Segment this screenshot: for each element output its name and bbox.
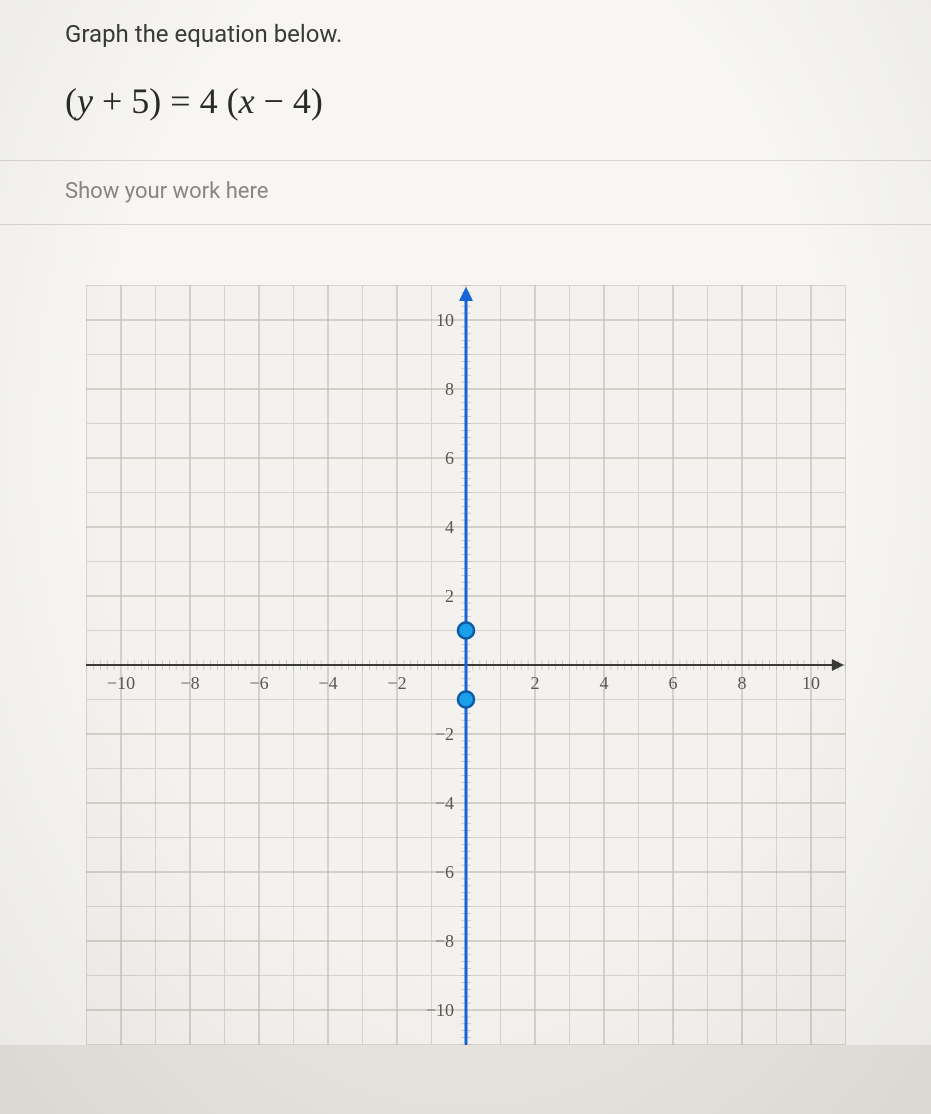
equation: (y + 5) = 4 (x − 4) [65, 76, 866, 136]
y-tick-label: −6 [434, 862, 453, 882]
x-tick-label: 8 [737, 673, 746, 693]
y-tick-label: −8 [434, 931, 453, 951]
graph-area[interactable]: −10 −8 −6 −4 −2 2 4 6 8 10 10 8 6 4 2 −2 −4 −6 −8 −10 [0, 225, 931, 1045]
x-tick-label: −6 [249, 673, 268, 693]
x-tick-label: −10 [106, 673, 134, 693]
question-section: Graph the equation below. (y + 5) = 4 (x… [0, 0, 931, 161]
y-tick-label: 8 [445, 379, 454, 399]
y-tick-label: 4 [445, 517, 454, 537]
y-tick-label: −10 [425, 1000, 453, 1020]
x-tick-label: 10 [802, 673, 820, 693]
x-tick-label: −8 [180, 673, 199, 693]
x-tick-label: 4 [599, 673, 608, 693]
y-tick-label: 10 [436, 310, 454, 330]
x-tick-label: 6 [668, 673, 677, 693]
prompt-text: Graph the equation below. [65, 20, 866, 48]
x-tick-label: −4 [318, 673, 337, 693]
x-tick-label: −2 [387, 673, 406, 693]
cartesian-graph[interactable]: −10 −8 −6 −4 −2 2 4 6 8 10 10 8 6 4 2 −2 −4 −6 −8 −10 [86, 285, 846, 1045]
graph-point[interactable] [458, 623, 474, 639]
graph-point[interactable] [458, 692, 474, 708]
problem-card: Graph the equation below. (y + 5) = 4 (x… [0, 0, 931, 1045]
y-tick-label: 2 [445, 586, 454, 606]
x-tick-label: 2 [530, 673, 539, 693]
y-tick-label: −2 [434, 724, 453, 744]
y-tick-label: −4 [434, 793, 453, 813]
y-tick-label: 6 [445, 448, 454, 468]
show-work-prompt[interactable]: Show your work here [0, 161, 931, 225]
